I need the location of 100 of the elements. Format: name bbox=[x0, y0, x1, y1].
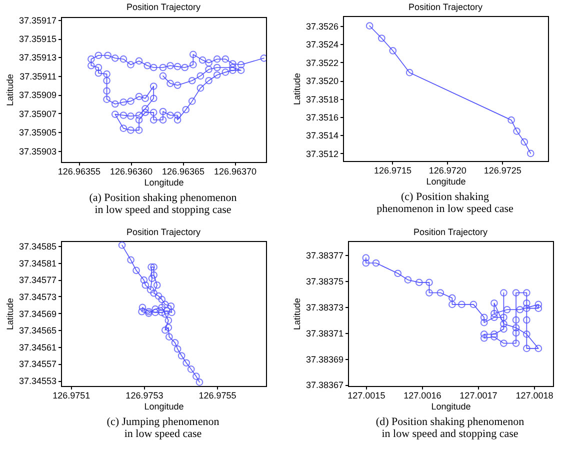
y-tick-label: 37.35917 bbox=[18, 15, 56, 26]
y-tick-label: 37.34585 bbox=[18, 242, 56, 252]
y-tick-label: 37.35903 bbox=[18, 146, 56, 156]
point bbox=[512, 289, 520, 296]
x-tick-label: 126.96360 bbox=[110, 166, 152, 176]
point bbox=[500, 325, 508, 333]
point bbox=[500, 320, 508, 328]
x-tick-label: 126.96370 bbox=[214, 166, 257, 176]
point bbox=[118, 242, 126, 249]
point bbox=[171, 339, 179, 346]
point bbox=[523, 316, 530, 324]
y-tick-label: 37.38377 bbox=[306, 250, 344, 261]
y-tick-label: 37.3526 bbox=[306, 21, 338, 32]
point bbox=[512, 329, 520, 337]
point bbox=[178, 352, 186, 360]
point bbox=[516, 306, 524, 314]
point bbox=[161, 326, 169, 334]
point bbox=[458, 300, 466, 308]
point bbox=[174, 345, 182, 353]
point bbox=[406, 68, 414, 76]
point bbox=[192, 372, 200, 380]
point bbox=[426, 278, 433, 286]
point bbox=[500, 314, 508, 322]
point bbox=[166, 333, 173, 340]
chart-title: Position Trajectory bbox=[408, 2, 484, 12]
chart-title: Position Trajectory bbox=[126, 2, 202, 12]
point bbox=[164, 316, 172, 324]
point bbox=[150, 263, 158, 271]
point bbox=[500, 289, 508, 296]
y-tick-label: 37.34573 bbox=[18, 292, 56, 302]
point bbox=[152, 308, 159, 316]
y-tick-label: 37.34569 bbox=[18, 308, 56, 319]
point bbox=[404, 276, 412, 284]
y-tick-label: 37.38373 bbox=[306, 302, 344, 313]
point bbox=[436, 289, 444, 296]
point bbox=[415, 278, 423, 286]
x-tick-label: 126.9755 bbox=[198, 390, 236, 400]
point bbox=[534, 304, 542, 312]
point bbox=[148, 263, 155, 271]
point bbox=[513, 128, 520, 135]
text: (c) Position shaking phenomenon in low speed case bbox=[376, 191, 514, 215]
point bbox=[503, 306, 511, 314]
x-tick-label: 127.0015 bbox=[348, 390, 386, 400]
chart-title: Position Trajectory bbox=[126, 227, 202, 237]
point bbox=[168, 308, 176, 316]
x-axis-title: Longitude bbox=[426, 176, 466, 186]
point bbox=[161, 300, 169, 308]
y-tick-label: 37.35915 bbox=[18, 34, 56, 44]
point bbox=[145, 310, 152, 317]
point bbox=[182, 359, 190, 367]
point bbox=[470, 300, 478, 308]
point bbox=[158, 304, 166, 312]
point bbox=[153, 281, 161, 289]
point bbox=[196, 378, 204, 386]
x-tick-label: 127.0016 bbox=[404, 390, 442, 400]
y-tick-label: 37.35913 bbox=[18, 52, 56, 63]
point bbox=[508, 116, 515, 124]
y-tick-label: 37.35905 bbox=[18, 128, 56, 138]
x-axis-title: Longitude bbox=[144, 178, 184, 188]
y-tick-label: 37.34561 bbox=[18, 342, 56, 352]
point bbox=[362, 259, 370, 267]
point bbox=[152, 305, 159, 313]
point bbox=[500, 340, 508, 347]
point bbox=[138, 304, 146, 312]
point bbox=[378, 34, 386, 42]
point bbox=[426, 289, 433, 296]
y-tick-label: 37.34565 bbox=[18, 326, 56, 336]
point bbox=[526, 150, 534, 158]
point bbox=[523, 289, 530, 296]
point bbox=[490, 299, 498, 307]
x-tick-label: 127.0017 bbox=[460, 390, 498, 400]
point bbox=[167, 302, 175, 310]
point bbox=[490, 333, 498, 340]
y-tick-label: 37.3522 bbox=[306, 58, 338, 68]
x-tick-label: 126.9715 bbox=[374, 166, 412, 176]
x-tick-label: 126.9753 bbox=[126, 390, 164, 400]
y-axis-title: Latitude bbox=[4, 298, 15, 330]
y-tick-label: 37.38367 bbox=[306, 380, 344, 390]
point bbox=[366, 22, 374, 30]
point bbox=[148, 274, 156, 282]
y-tick-label: 37.34557 bbox=[18, 359, 56, 370]
x-axis-title: Longitude bbox=[144, 402, 184, 412]
point bbox=[448, 294, 456, 302]
text: (c) Jumping phenomenon in low speed case bbox=[106, 416, 220, 440]
text: (d) Position shaking phenomenon in low speed and stopping case bbox=[376, 416, 525, 440]
x-tick-label: 126.9751 bbox=[52, 390, 90, 400]
point bbox=[158, 296, 166, 304]
point bbox=[512, 324, 520, 332]
y-axis-title: Latitude bbox=[292, 72, 302, 106]
point bbox=[520, 138, 528, 146]
point bbox=[140, 276, 148, 284]
point bbox=[480, 314, 488, 322]
x-axis-title: Longitude bbox=[431, 402, 471, 412]
y-tick-label: 37.34553 bbox=[18, 376, 56, 386]
point bbox=[145, 308, 152, 316]
y-tick-label: 37.3512 bbox=[306, 148, 338, 159]
point bbox=[523, 299, 530, 307]
y-tick-label: 37.3518 bbox=[306, 94, 338, 104]
y-tick-label: 37.38375 bbox=[306, 276, 344, 287]
y-tick-label: 37.35911 bbox=[20, 71, 56, 82]
